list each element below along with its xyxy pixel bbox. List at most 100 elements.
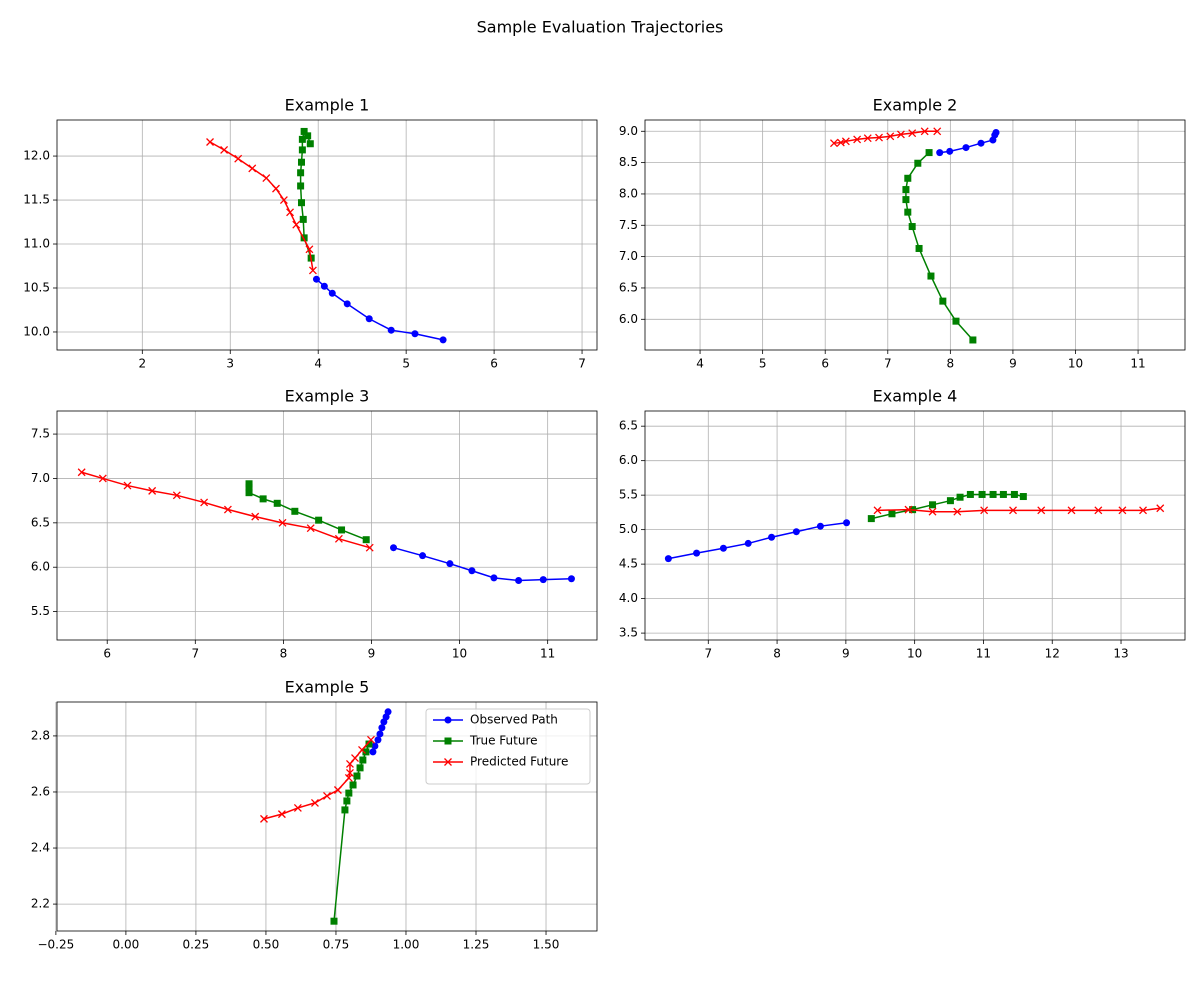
marker <box>830 139 838 148</box>
marker <box>515 577 523 585</box>
marker <box>262 174 271 183</box>
y-tick-label: 2.6 <box>31 784 50 798</box>
x-tick-label: 9 <box>368 647 376 661</box>
subplot-title: Example 3 <box>285 387 370 406</box>
x-tick-label: 0.50 <box>253 938 280 952</box>
x-tick-label: 3 <box>226 357 234 371</box>
marker <box>341 806 349 814</box>
y-tick-label: 8.0 <box>619 186 638 200</box>
marker <box>863 134 872 143</box>
marker <box>376 730 384 738</box>
marker <box>444 737 452 745</box>
y-tick-label: 6.0 <box>619 312 638 326</box>
marker <box>300 127 308 135</box>
marker <box>843 519 851 527</box>
marker <box>1010 490 1018 498</box>
marker <box>816 522 824 530</box>
marker <box>490 574 498 582</box>
marker <box>306 524 315 533</box>
x-tick-label: 9 <box>842 647 850 661</box>
marker <box>933 127 942 136</box>
axes-frame <box>644 119 1186 351</box>
y-tick-label: 10.5 <box>23 280 50 294</box>
marker <box>1067 506 1076 515</box>
marker <box>245 480 253 488</box>
x-tick-label: 7 <box>578 357 586 371</box>
x-tick-label: 8 <box>947 357 955 371</box>
y-tick-label: 6.5 <box>619 280 638 294</box>
marker <box>915 244 923 252</box>
marker <box>172 491 181 500</box>
subplot: Example 5 −0.25 0.00 0.25 0.50 0.75 1.00 1.25 1.… <box>31 678 598 952</box>
x-tick-label: 10 <box>907 647 922 661</box>
y-tick-label: 5.5 <box>619 488 638 502</box>
marker <box>886 132 895 141</box>
marker <box>946 147 954 155</box>
x-tick-label: 11 <box>1130 357 1145 371</box>
marker <box>365 543 374 552</box>
marker <box>925 149 933 157</box>
y-tick-label: 9.0 <box>619 124 638 138</box>
x-tick-label: 7 <box>884 357 892 371</box>
subplot: Example 1 2 3 4 5 6 7 10.0 10.5 11.0 11.5 12.0 <box>23 96 598 371</box>
y-tick-label: 11.0 <box>23 237 50 251</box>
marker <box>904 174 912 182</box>
x-tick-label: 13 <box>1113 647 1128 661</box>
marker <box>962 144 970 152</box>
subplot-title: Example 1 <box>285 96 370 115</box>
y-tick-label: 2.8 <box>31 728 50 742</box>
marker <box>323 791 331 800</box>
marker <box>320 282 328 290</box>
marker <box>539 576 547 584</box>
y-tick-label: 11.5 <box>23 193 50 207</box>
marker <box>298 135 306 143</box>
marker <box>297 158 305 166</box>
marker <box>305 245 314 254</box>
y-tick-label: 12.0 <box>23 149 50 163</box>
marker <box>333 786 342 794</box>
marker <box>444 758 452 766</box>
marker <box>744 539 752 547</box>
marker <box>356 764 364 772</box>
series-line <box>877 507 1161 513</box>
marker <box>315 516 323 524</box>
figure-title: Sample Evaluation Trajectories <box>477 18 724 37</box>
marker <box>123 481 132 490</box>
marker <box>977 139 985 147</box>
plot-area <box>664 490 1165 563</box>
series-line <box>668 521 847 560</box>
marker <box>966 490 974 498</box>
marker <box>277 810 286 819</box>
plot-area <box>830 127 1000 344</box>
y-tick-label: 7.0 <box>31 471 50 485</box>
marker <box>896 130 905 139</box>
subplot: Example 4 7 8 9 10 11 12 13 3.5 4.0 4.5 5.0 5.5 6.0 6.… <box>619 387 1186 661</box>
marker <box>298 146 306 154</box>
marker <box>338 526 346 534</box>
marker <box>349 781 357 789</box>
x-tick-label: −0.25 <box>37 938 74 952</box>
x-tick-label: 5 <box>759 357 767 371</box>
marker <box>1037 506 1046 515</box>
marker <box>248 164 257 173</box>
marker <box>374 736 382 744</box>
marker <box>567 575 575 583</box>
marker <box>927 272 935 280</box>
marker <box>306 140 314 148</box>
x-tick-label: 2 <box>138 357 146 371</box>
marker <box>902 196 910 204</box>
y-tick-label: 10.0 <box>23 324 50 338</box>
marker <box>334 534 343 543</box>
x-tick-label: 1.25 <box>463 938 490 952</box>
marker <box>328 289 336 297</box>
marker <box>873 506 882 515</box>
marker <box>312 275 320 283</box>
subplot: Example 3 6 7 8 9 10 11 5.5 6.0 6.5 7.0 7.5 <box>31 387 598 661</box>
marker <box>928 507 937 516</box>
marker <box>1156 504 1165 513</box>
marker <box>980 506 989 515</box>
marker <box>304 132 312 140</box>
marker <box>978 490 986 498</box>
